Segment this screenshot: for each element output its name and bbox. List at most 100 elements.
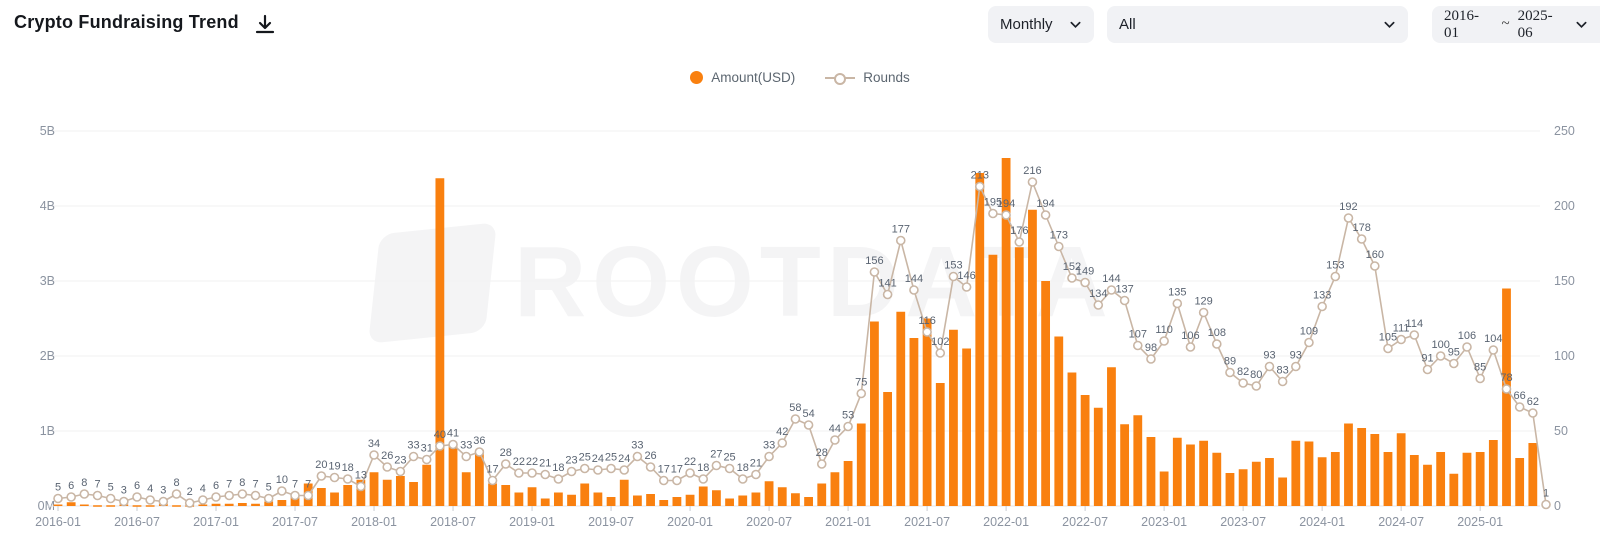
amount-bar[interactable] xyxy=(93,505,102,507)
amount-bar[interactable] xyxy=(935,383,945,506)
rounds-point[interactable] xyxy=(171,489,182,499)
rounds-point[interactable] xyxy=(658,475,669,486)
rounds-point[interactable] xyxy=(711,460,722,471)
rounds-point[interactable] xyxy=(92,490,103,501)
amount-bar[interactable] xyxy=(1212,452,1222,506)
rounds-point[interactable] xyxy=(1291,361,1301,372)
amount-bar[interactable] xyxy=(1146,437,1156,506)
amount-bar[interactable] xyxy=(1028,209,1037,506)
amount-bar[interactable] xyxy=(1107,367,1116,506)
rounds-point[interactable] xyxy=(1488,345,1499,355)
rounds-point[interactable] xyxy=(1396,334,1406,345)
amount-bar[interactable] xyxy=(764,481,774,506)
amount-bar[interactable] xyxy=(1502,288,1511,507)
amount-bar[interactable] xyxy=(698,486,708,507)
rounds-point[interactable] xyxy=(1501,384,1512,394)
rounds-point[interactable] xyxy=(105,493,116,504)
amount-bar[interactable] xyxy=(316,488,326,506)
amount-bar[interactable] xyxy=(1291,440,1301,506)
legend-item-amount[interactable]: Amount(USD) xyxy=(690,70,795,85)
rounds-point[interactable] xyxy=(369,450,379,460)
rounds-point[interactable] xyxy=(909,285,919,295)
amount-bar[interactable] xyxy=(883,392,892,506)
amount-bar[interactable] xyxy=(1462,452,1472,506)
rounds-point[interactable] xyxy=(211,492,221,502)
amount-bar[interactable] xyxy=(1278,477,1288,507)
amount-bar[interactable] xyxy=(1357,428,1367,506)
rounds-point[interactable] xyxy=(250,490,261,501)
rounds-point[interactable] xyxy=(685,468,695,478)
amount-bar[interactable] xyxy=(237,503,247,506)
rounds-point[interactable] xyxy=(342,474,353,484)
amount-bar[interactable] xyxy=(1409,455,1419,506)
rounds-point[interactable] xyxy=(645,462,656,472)
amount-bar[interactable] xyxy=(211,503,221,506)
amount-bar[interactable] xyxy=(777,487,787,506)
amount-bar[interactable] xyxy=(53,504,63,507)
rounds-point[interactable] xyxy=(1449,358,1459,369)
amount-bar[interactable] xyxy=(896,311,906,506)
rounds-point[interactable] xyxy=(1172,298,1183,309)
amount-bar[interactable] xyxy=(975,173,985,506)
download-icon[interactable] xyxy=(253,13,277,37)
amount-bar[interactable] xyxy=(409,482,418,506)
rounds-point[interactable] xyxy=(66,492,76,502)
rounds-point[interactable] xyxy=(1146,354,1156,364)
rounds-point[interactable] xyxy=(184,498,195,508)
rounds-point[interactable] xyxy=(53,493,63,504)
rounds-point[interactable] xyxy=(540,469,551,480)
amount-bar[interactable] xyxy=(1054,336,1064,507)
rounds-point[interactable] xyxy=(698,474,709,484)
amount-bar[interactable] xyxy=(1396,433,1406,506)
rounds-point[interactable] xyxy=(816,459,827,469)
rounds-point[interactable] xyxy=(803,420,814,430)
rounds-point[interactable] xyxy=(593,465,603,475)
rounds-point[interactable] xyxy=(935,348,946,358)
rounds-point[interactable] xyxy=(1159,336,1169,346)
rounds-point[interactable] xyxy=(672,475,682,486)
amount-bar[interactable] xyxy=(1370,434,1380,506)
legend-item-rounds[interactable]: Rounds xyxy=(825,70,910,85)
amount-bar[interactable] xyxy=(382,479,392,506)
rounds-point[interactable] xyxy=(421,454,432,465)
amount-bar[interactable] xyxy=(870,321,879,507)
rounds-point[interactable] xyxy=(843,421,853,432)
amount-bar[interactable] xyxy=(356,479,366,506)
amount-bar[interactable] xyxy=(962,348,972,507)
rounds-point[interactable] xyxy=(198,495,208,505)
rounds-point[interactable] xyxy=(1422,364,1433,375)
amount-bar[interactable] xyxy=(988,254,998,506)
rounds-point[interactable] xyxy=(1040,210,1051,220)
rounds-point[interactable] xyxy=(1264,361,1275,372)
rounds-point[interactable] xyxy=(1541,499,1551,510)
rounds-point[interactable] xyxy=(132,492,142,502)
amount-bar[interactable] xyxy=(1199,440,1209,506)
amount-bar[interactable] xyxy=(1041,281,1051,506)
amount-bar[interactable] xyxy=(277,500,287,506)
rounds-point[interactable] xyxy=(1409,330,1420,340)
amount-bar[interactable] xyxy=(1330,452,1340,506)
rounds-point[interactable] xyxy=(1093,300,1104,310)
amount-bar[interactable] xyxy=(448,446,458,506)
rounds-point[interactable] xyxy=(895,235,906,246)
rounds-point[interactable] xyxy=(474,447,485,457)
amount-bar[interactable] xyxy=(659,500,669,506)
amount-bar[interactable] xyxy=(856,423,866,507)
amount-bar[interactable] xyxy=(1317,457,1327,506)
amount-bar[interactable] xyxy=(646,494,655,506)
amount-bar[interactable] xyxy=(330,492,339,507)
period-dropdown[interactable]: Monthly xyxy=(988,6,1094,43)
amount-bar[interactable] xyxy=(804,497,813,506)
amount-bar[interactable] xyxy=(1383,452,1393,506)
rounds-point[interactable] xyxy=(566,466,577,477)
amount-bar[interactable] xyxy=(1080,395,1090,506)
rounds-point[interactable] xyxy=(1185,342,1196,352)
amount-bar[interactable] xyxy=(843,461,853,506)
amount-bar[interactable] xyxy=(567,494,576,506)
rounds-point[interactable] xyxy=(1356,234,1367,244)
amount-bar[interactable] xyxy=(632,495,642,507)
amount-bar[interactable] xyxy=(553,492,563,507)
rounds-point[interactable] xyxy=(1106,285,1117,295)
amount-bar[interactable] xyxy=(922,318,932,507)
rounds-point[interactable] xyxy=(79,489,90,499)
